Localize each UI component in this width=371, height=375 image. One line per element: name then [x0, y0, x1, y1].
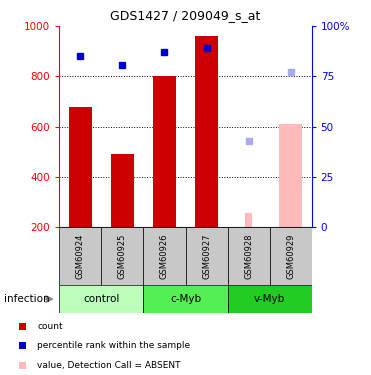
Bar	[195, 36, 218, 227]
Text: c-Myb: c-Myb	[170, 294, 201, 304]
Bar	[19, 322, 26, 330]
Text: GSM60925: GSM60925	[118, 233, 127, 279]
Text: GSM60929: GSM60929	[286, 233, 295, 279]
Title: GDS1427 / 209049_s_at: GDS1427 / 209049_s_at	[110, 9, 261, 22]
Text: infection: infection	[4, 294, 49, 304]
Text: percentile rank within the sample: percentile rank within the sample	[37, 341, 190, 350]
Bar	[59, 285, 144, 313]
Bar	[227, 285, 312, 313]
Text: count: count	[37, 322, 63, 331]
Bar	[245, 213, 252, 227]
Text: control: control	[83, 294, 119, 304]
Bar	[227, 227, 270, 285]
Bar	[144, 227, 186, 285]
Bar	[153, 76, 176, 227]
Bar	[279, 124, 302, 227]
Bar	[69, 106, 92, 227]
Bar	[59, 227, 101, 285]
Bar	[144, 285, 227, 313]
Text: GSM60926: GSM60926	[160, 233, 169, 279]
Text: value, Detection Call = ABSENT: value, Detection Call = ABSENT	[37, 361, 181, 370]
Text: v-Myb: v-Myb	[254, 294, 285, 304]
Text: GSM60927: GSM60927	[202, 233, 211, 279]
Bar	[270, 227, 312, 285]
Bar	[101, 227, 144, 285]
Text: GSM60928: GSM60928	[244, 233, 253, 279]
Bar	[111, 154, 134, 227]
Text: GSM60924: GSM60924	[76, 233, 85, 279]
Bar	[19, 362, 26, 369]
Bar	[19, 342, 26, 350]
Bar	[186, 227, 227, 285]
